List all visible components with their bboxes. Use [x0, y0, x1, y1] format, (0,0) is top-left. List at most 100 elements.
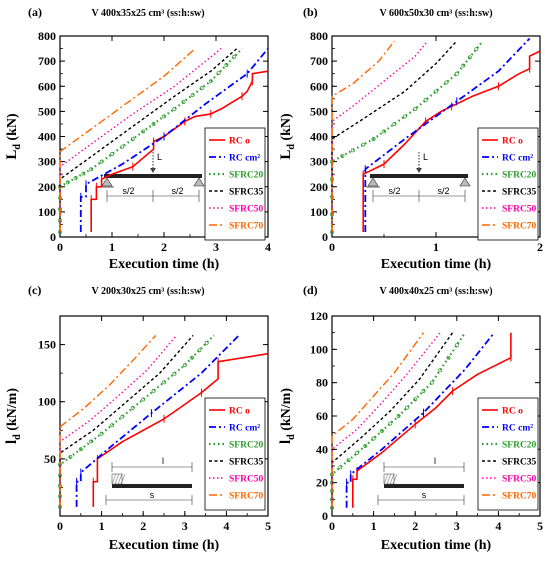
structure-inset: ls	[377, 456, 465, 505]
slab-shape	[112, 484, 192, 488]
panel-label: (d)	[303, 283, 318, 297]
chart-title: V 600x50x30 cm³ (ss:h:sw)	[379, 8, 492, 19]
y-tick-label: 200	[38, 180, 56, 194]
legend-box	[477, 127, 539, 241]
legend-label-sfrc35: SFRC35	[229, 188, 264, 198]
x-tick-label: 5	[265, 519, 271, 533]
data-point-sfrc20	[172, 106, 177, 111]
data-point-sfrc20	[151, 121, 156, 126]
legend-label-rc-o: RC o	[229, 407, 250, 417]
y-tick-label: 500	[38, 104, 56, 118]
data-point-sfrc20	[363, 444, 368, 448]
data-point-sfrc20	[413, 106, 418, 111]
x-axis-label: Execution time (h)	[109, 538, 220, 553]
support-left-icon	[101, 177, 113, 187]
x-tick-label: 2	[537, 240, 543, 254]
y-axis-label-unit: (kN)	[279, 113, 294, 144]
support-left-icon	[367, 177, 379, 187]
data-point-sfrc20	[413, 397, 418, 402]
data-point-sfrc20	[65, 180, 70, 185]
y-axis-label-main: L	[4, 150, 20, 160]
x-tick-label: 3	[213, 240, 219, 254]
data-point-sfrc20	[73, 176, 78, 180]
x-tick-label: 4	[265, 240, 271, 254]
data-point-sfrc20	[474, 47, 479, 52]
legend-label-sfrc50: SFRC50	[229, 475, 264, 485]
x-tick-label: 1	[433, 240, 439, 254]
y-tick-label: 100	[38, 395, 56, 409]
data-point-sfrc20	[151, 388, 156, 393]
data-point-sfrc20	[172, 371, 177, 376]
series-line-rc-cm2	[75, 334, 240, 507]
legend-label-rc-o: RC o	[502, 137, 523, 147]
data-point-sfrc20	[454, 71, 459, 76]
data-point-sfrc20	[120, 414, 125, 419]
legend-label-rc-cm2: RC cm²	[229, 154, 260, 164]
data-point-sfrc20	[232, 54, 237, 59]
data-point-sfrc20	[190, 93, 195, 97]
data-point-sfrc20	[379, 429, 384, 433]
data-point-sfrc20	[99, 159, 104, 164]
series-line-rc-cm2	[345, 332, 495, 508]
data-point-sfrc20	[110, 152, 114, 157]
y-axis-label-sub: d	[286, 144, 297, 150]
series-line-sfrc70	[331, 40, 395, 232]
data-point-sfrc20	[78, 447, 83, 452]
structure-inset: ls	[105, 456, 193, 505]
y-tick-label: 200	[310, 180, 328, 194]
y-axis-label: Ld (kN)	[4, 113, 23, 160]
span-label: s	[422, 490, 427, 500]
load-label: L	[423, 152, 428, 162]
y-tick-label: 60	[316, 409, 328, 423]
legend-label-sfrc20: SFRC20	[229, 171, 264, 181]
y-tick-label: 500	[310, 104, 328, 118]
legend-label-sfrc20: SFRC20	[229, 441, 264, 451]
series-line-sfrc35	[331, 40, 458, 232]
y-tick-label: 600	[38, 79, 56, 93]
y-tick-label: 50	[44, 452, 56, 466]
series-line-sfrc70	[59, 334, 157, 507]
legend-label-rc-cm2: RC cm²	[502, 424, 533, 434]
data-point-sfrc20	[446, 355, 451, 360]
data-point-sfrc20	[224, 62, 229, 67]
data-point-sfrc20	[204, 340, 209, 345]
panel-label: (c)	[28, 283, 41, 297]
data-point-sfrc20	[181, 100, 186, 104]
y-tick-label: 700	[310, 54, 328, 68]
panel-label: (b)	[303, 5, 318, 19]
x-tick-label: 3	[182, 519, 188, 533]
data-point-sfrc20	[120, 144, 125, 149]
legend-label-rc-cm2: RC cm²	[229, 424, 260, 434]
data-point-sfrc20	[382, 129, 386, 134]
legend: RC o RC cm² SFRC20 SFRC35 SFRC50 SFRC70	[204, 397, 266, 511]
y-axis-label-sub: d	[286, 434, 297, 440]
y-tick-label: 0	[322, 509, 328, 523]
x-tick-label: 1	[109, 240, 115, 254]
series-line-sfrc50	[331, 40, 429, 232]
series-line-sfrc35	[59, 334, 194, 507]
y-tick-label: 800	[38, 29, 56, 43]
legend-label-rc-cm2: RC cm²	[502, 154, 533, 164]
structure-inset: Ls/2 s/2	[100, 152, 205, 202]
legend-label-sfrc35: SFRC35	[502, 458, 537, 468]
y-tick-label: 400	[38, 130, 56, 144]
data-point-sfrc20	[429, 380, 434, 385]
legend-label-sfrc50: SFRC50	[502, 205, 537, 215]
data-point-sfrc20	[197, 348, 202, 353]
support-right-icon	[459, 177, 471, 187]
data-point-sfrc20	[110, 423, 114, 428]
series-line-sfrc50	[59, 48, 222, 232]
hatch-line	[117, 473, 123, 485]
span-half-label: s/2	[171, 186, 183, 196]
legend-box	[204, 397, 266, 511]
load-arrow-head	[416, 168, 422, 173]
data-point-sfrc20	[392, 121, 397, 126]
load-label: L	[157, 152, 162, 162]
x-tick-label: 1	[99, 519, 105, 533]
series-line-sfrc50	[331, 332, 441, 508]
legend-label-sfrc35: SFRC35	[502, 188, 537, 198]
y-tick-label: 300	[310, 155, 328, 169]
data-point-sfrc20	[190, 355, 195, 360]
y-axis-label-main: L	[278, 150, 294, 160]
